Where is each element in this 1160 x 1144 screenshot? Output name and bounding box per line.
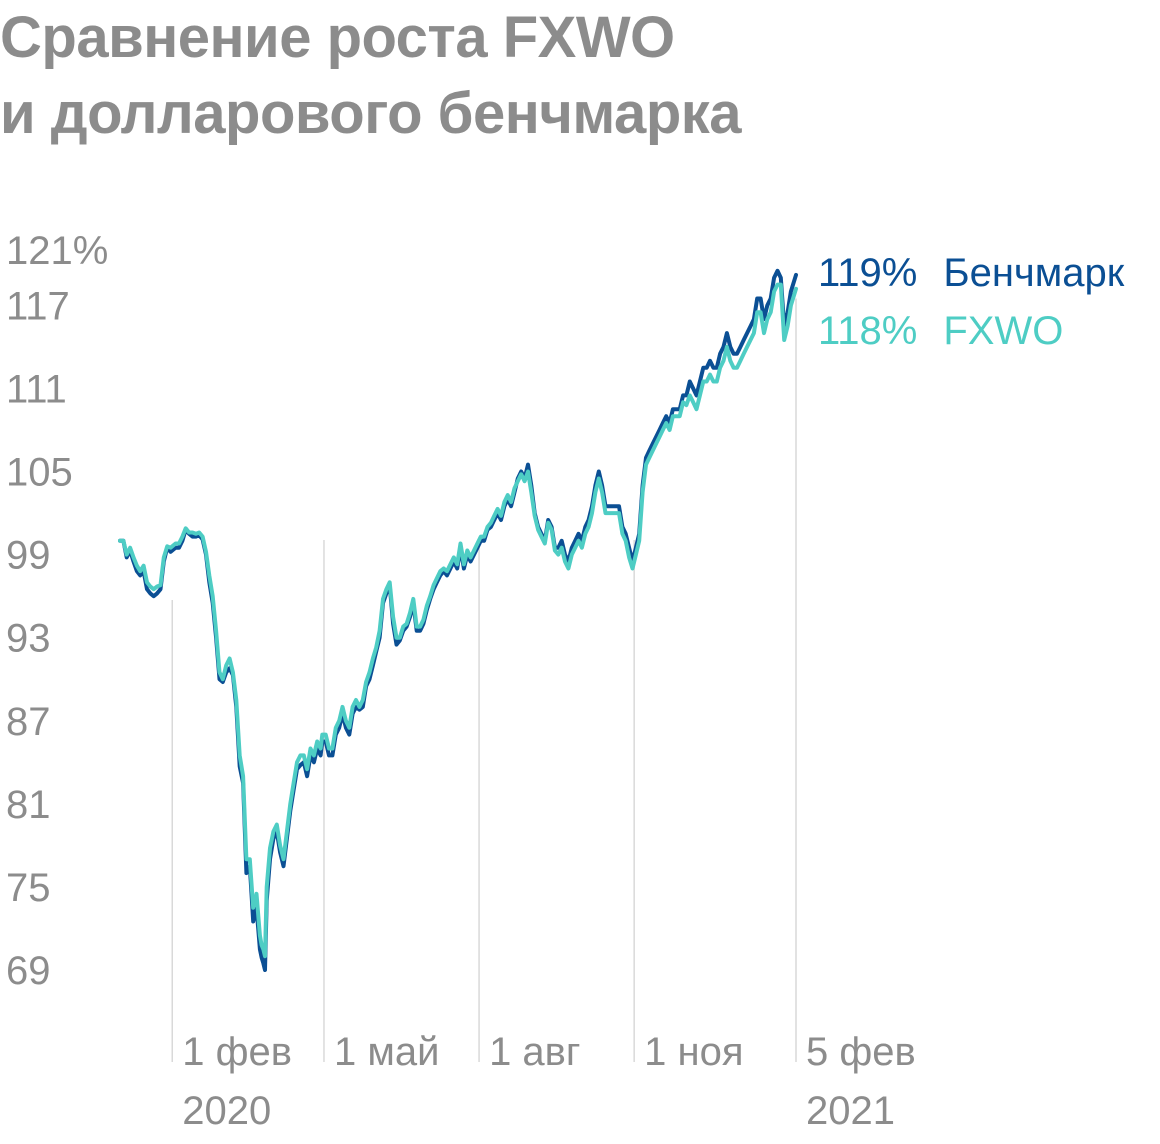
y-tick-label: 69 (6, 949, 51, 993)
end-labels: 119% Бенчмарк 118% FXWO (818, 251, 1125, 353)
gridlines (171, 298, 797, 1062)
end-label-series-name: FXWO (943, 309, 1063, 353)
y-tick-label: 75 (6, 866, 51, 910)
chart-title: Сравнение роста FXWO и долларового бенчм… (0, 0, 742, 152)
end-label-value: 119% (818, 251, 917, 295)
x-tick-label: 5 фев (806, 1030, 916, 1074)
title-line-2: и долларового бенчмарка (0, 81, 742, 146)
x-tick-label: 1 авг (489, 1030, 580, 1074)
y-tick-label: 117 (6, 284, 70, 328)
y-tick-label: 111 (6, 367, 67, 411)
series-line-benchmark (118, 268, 798, 972)
y-tick-label: 121% (6, 229, 108, 273)
y-tick-label: 93 (6, 617, 51, 661)
end-label-benchmark: 119% Бенчмарк (818, 251, 1125, 295)
y-tick-label: 81 (6, 783, 51, 827)
y-tick-label: 99 (6, 534, 51, 578)
x-tick-label: 1 ноя (644, 1030, 743, 1074)
series-line-fxwo (118, 282, 798, 959)
x-tick-label: 1 май (334, 1030, 439, 1074)
y-tick-label: 105 (6, 451, 73, 495)
title-line-1: Сравнение роста FXWO (0, 5, 675, 70)
x-axis-ticks: 1 фев 2020 1 май 1 авг 1 ноя 5 фев 2021 (182, 1030, 916, 1133)
end-label-fxwo: 118% FXWO (818, 309, 1063, 353)
x-tick-year-label: 2021 (806, 1089, 895, 1133)
end-label-series-name: Бенчмарк (943, 251, 1124, 295)
end-label-value: 118% (818, 309, 917, 353)
series-lines (118, 268, 798, 972)
x-tick-year-label: 2020 (182, 1089, 271, 1133)
x-tick-label: 1 фев (182, 1030, 292, 1074)
y-axis-ticks: 121% 117 111 105 99 93 87 81 75 69 (6, 229, 108, 993)
y-tick-label: 87 (6, 700, 51, 744)
